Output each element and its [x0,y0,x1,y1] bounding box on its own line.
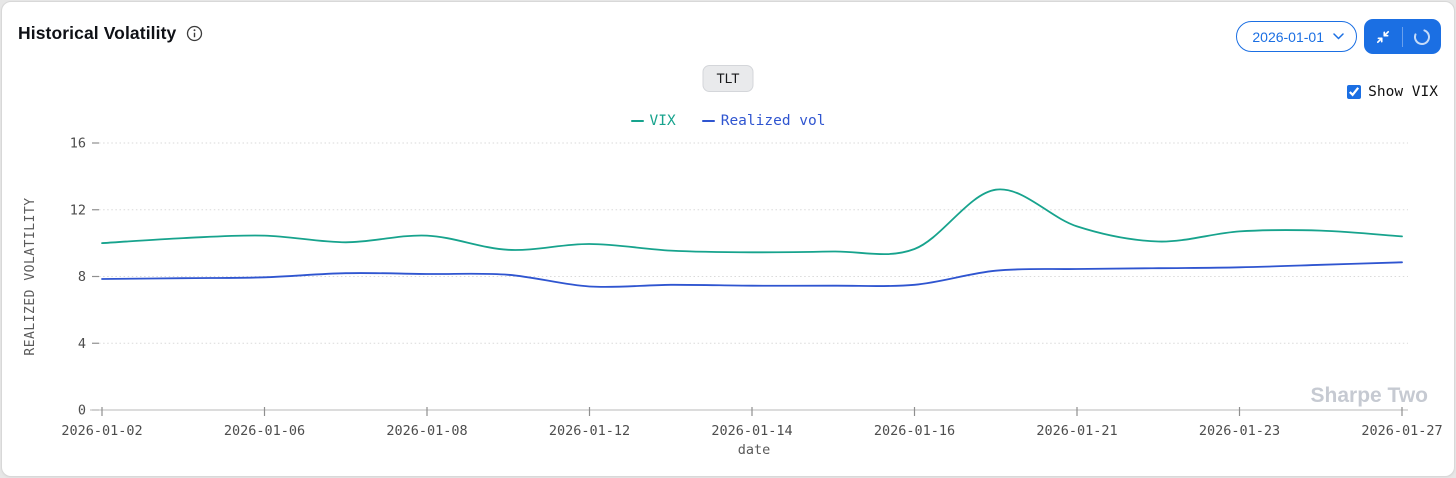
header: Historical Volatility [18,23,203,44]
x-tick-label: 2026-01-08 [386,423,467,439]
x-tick-label: 2026-01-06 [224,423,305,439]
legend-dash [630,119,644,123]
legend-item-vix[interactable]: VIX [630,113,676,129]
x-tick-label: 2026-01-21 [1036,423,1117,439]
collapse-arrows-icon [1374,28,1392,46]
x-tick-label: 2026-01-27 [1361,423,1442,439]
legend-label: VIX [649,113,676,129]
y-tick-label: 16 [70,136,86,152]
chart-action-buttons [1364,19,1441,54]
date-select-value: 2026-01-01 [1252,28,1324,45]
legend-dash [701,119,715,123]
refresh-spinner-icon [1412,27,1432,47]
x-tick-label: 2026-01-16 [874,423,955,439]
button-divider [1402,26,1403,47]
show-vix-checkbox[interactable] [1347,85,1362,99]
x-tick-label: 2026-01-02 [61,423,142,439]
show-vix-label: Show VIX [1368,84,1438,100]
y-tick-label: 0 [78,403,86,419]
chevron-down-icon [1333,33,1344,40]
collapse-button[interactable] [1364,19,1402,54]
vix-line [101,188,1403,256]
x-tick-label: 2026-01-12 [549,423,630,439]
volatility-chart: 0 4 8 12 16 2026-01-02 2026-01-06 2026-01-08 202… [2,136,1454,470]
ticker-tab-tlt[interactable]: TLT [702,65,754,92]
y-axis-title: REALIZED VOLATILITY [23,197,38,355]
y-tick-label: 8 [78,269,86,285]
y-gridlines [92,142,1408,411]
x-tick-label: 2026-01-23 [1199,423,1280,439]
y-tick-label: 12 [70,202,86,218]
refresh-button[interactable] [1403,19,1441,54]
y-tick-label: 4 [78,336,86,352]
info-icon[interactable] [186,25,203,42]
watermark: Sharpe Two [1311,384,1428,407]
legend-label: Realized vol [720,113,826,129]
page-title: Historical Volatility [18,23,177,43]
x-tick-labels: 2026-01-02 2026-01-06 2026-01-08 2026-01-12… [61,407,1443,439]
realized-vol-line [101,261,1403,288]
y-tick-labels: 0 4 8 12 16 [70,136,86,419]
header-controls: 2026-01-01 [1236,19,1441,54]
chart-legend: VIX Realized vol [2,113,1454,129]
date-select[interactable]: 2026-01-01 [1236,21,1357,52]
x-tick-label: 2026-01-14 [711,423,792,439]
x-axis-title: date [738,442,771,458]
legend-item-realized-vol[interactable]: Realized vol [701,113,826,129]
show-vix-control[interactable]: Show VIX [1347,84,1438,100]
